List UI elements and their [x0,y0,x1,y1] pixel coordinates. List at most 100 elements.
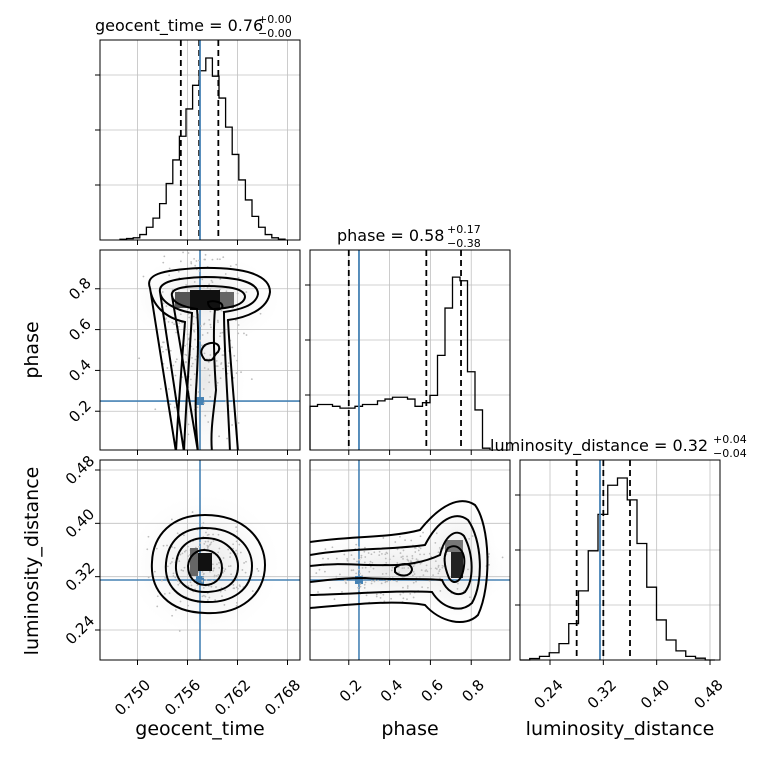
sample-dot-2 [390,569,393,572]
sample-dot-2 [411,557,414,560]
density-cell-3 [198,553,212,571]
sample-dot-1 [211,563,214,566]
sample-dot-2 [406,558,409,561]
sample-dot-2 [415,558,418,561]
sample-dot-2 [335,557,338,560]
sample-dot-2 [358,588,360,591]
title-phase-base: phase = 0.58 [337,226,444,245]
sample-dot-1 [171,557,174,560]
sample-dot-1 [201,579,204,582]
sample-dot-1 [244,571,247,574]
sample-dot-2 [417,559,419,562]
sample-dot-1 [182,569,185,572]
sample-dot-2 [359,572,361,575]
sample-dot-1 [218,561,220,564]
sample-dot-0 [216,258,219,261]
sample-dot-2 [385,551,388,554]
sample-dot-2 [363,550,366,553]
panel-ld-vs-phase-density [310,495,510,625]
sample-dot-2 [406,585,409,587]
sample-dot-1 [178,582,181,585]
sample-dot-2 [364,546,366,549]
sample-dot-2 [406,555,408,558]
sample-dot-2 [364,566,367,569]
xtick-label-luminosity_distance-0: 0.24 [530,676,566,712]
sample-dot-2 [428,552,431,555]
sample-dot-2 [457,582,459,585]
ytick-label-luminosity_distance-2: 0.40 [62,505,98,541]
sample-dot-1 [174,576,177,579]
sample-dot-1 [205,578,208,581]
sample-dot-2 [437,572,440,575]
density-cell-0 [190,290,220,310]
sample-dot-1 [204,540,207,543]
hist-geocent_time [119,57,286,240]
panel-phase-vs-geocent-time-density [130,255,280,450]
sample-dot-0 [216,365,219,367]
xtick-label-phase-0: 0.2 [336,676,366,706]
xtick-label-geocent_time-0: 0.750 [111,676,154,719]
sample-dot-0 [194,264,197,267]
sample-dot-0 [185,284,187,286]
sample-dot-0 [207,368,210,371]
sample-dot-0 [222,256,225,259]
sample-dot-0 [187,252,190,254]
sample-dot-1 [171,546,174,548]
ytick-label-luminosity_distance-0: 0.24 [62,612,98,648]
sample-dot-1 [186,545,189,548]
sample-dot-0 [229,265,232,268]
sample-dot-0 [179,260,182,263]
title-phase-minus: −0.38 [447,237,481,250]
sample-dot-1 [229,565,232,567]
sample-dot-2 [385,561,388,564]
sample-dot-2 [421,586,424,589]
sample-dot-1 [224,589,227,592]
sample-dot-0 [221,354,224,357]
sample-dot-0 [187,423,190,426]
sample-dot-2 [384,557,387,560]
sample-dot-1 [227,548,230,551]
sample-dot-0 [162,261,165,264]
sample-dot-0 [185,354,188,357]
sample-dot-0 [237,332,240,335]
sample-dot-2 [406,587,409,589]
sample-dot-2 [419,535,422,538]
sample-dot-2 [437,564,440,567]
sample-dot-2 [402,586,404,589]
sample-dot-2 [383,600,386,603]
sample-dot-0 [195,260,198,262]
sample-dot-2 [377,579,380,582]
sample-dot-2 [441,566,444,569]
sample-dot-2 [364,556,367,558]
sample-dot-0 [200,344,203,347]
title-geocent-time: geocent_time = 0.76 +0.00 −0.00 [95,13,292,40]
sample-dot-2 [361,566,364,569]
sample-dot-0 [184,344,186,347]
sample-dot-0 [167,321,170,323]
sample-dot-1 [147,576,150,579]
sample-dot-2 [471,535,474,537]
sample-dot-2 [343,553,346,556]
sample-dot-2 [327,557,330,560]
sample-dot-0 [206,286,209,289]
sample-dot-0 [190,365,193,368]
sample-dot-0 [225,290,228,293]
density-cell-4 [190,548,198,576]
sample-dot-2 [318,568,321,571]
sample-dot-2 [422,574,425,577]
sample-dot-0 [245,334,248,336]
sample-dot-1 [202,522,205,524]
sample-dot-2 [357,586,360,589]
sample-dot-0 [165,348,168,351]
sample-dot-1 [146,548,149,551]
sample-dot-1 [203,572,205,575]
sample-dot-2 [409,592,412,595]
sample-dot-1 [190,584,193,587]
sample-dot-2 [392,555,395,558]
sample-dot-2 [401,567,404,570]
sample-dot-2 [406,598,408,601]
sample-dot-1 [236,552,239,555]
sample-dot-2 [437,551,440,554]
sample-dot-0 [208,374,211,377]
